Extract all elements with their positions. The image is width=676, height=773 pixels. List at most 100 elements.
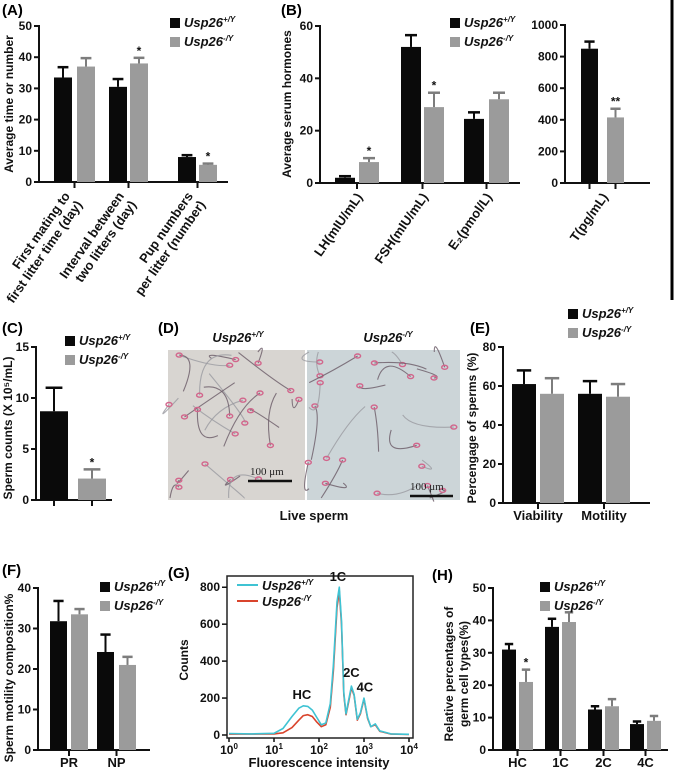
chart4-bar-wt	[578, 393, 602, 503]
chart6-peak-label: HC	[293, 687, 312, 702]
sperm-tail	[208, 354, 236, 361]
chart1-category-label: E₂(pmol/L)	[445, 190, 495, 252]
chart1-bar-wt	[401, 46, 421, 183]
sperm-head	[193, 406, 202, 413]
chart4-legend-label-wt: Usp26+/Y	[582, 306, 634, 321]
chart6-peak-label: 1C	[330, 569, 347, 584]
micrograph-wt	[168, 350, 305, 500]
sperm-head	[406, 373, 415, 380]
sperm-tail	[373, 406, 380, 452]
sperm-tail	[433, 346, 446, 368]
chart7-category-label: 4C	[637, 755, 654, 770]
chart2-y-tick-label: 1000	[531, 18, 558, 32]
chart0-bar-ko	[199, 164, 217, 182]
chart7-bar-ko	[562, 622, 576, 750]
sperm-tail	[184, 382, 236, 418]
chart2-category-label: T(pg/mL)	[567, 190, 611, 244]
chart3-legend-label-ko: Usp26-/Y	[79, 352, 129, 367]
panel-label-c: (C)	[2, 320, 23, 337]
sperm-tail	[416, 368, 438, 379]
chart7-legend-swatch-wt	[540, 582, 550, 592]
chart0-legend-swatch-ko	[170, 37, 180, 47]
sperm-tail	[238, 352, 292, 392]
chart2-y-tick-label: 400	[538, 113, 558, 127]
sperm-drawings	[162, 346, 458, 502]
chart5-y-tick-label: 10	[18, 703, 32, 717]
sperm-tail	[326, 406, 366, 459]
chart4-legend-swatch-ko	[568, 328, 578, 338]
sperm-head	[370, 404, 378, 410]
sperm-tail	[162, 397, 179, 415]
chart0-y-tick-label: 10	[19, 144, 33, 158]
chart0-y-axis-title: Average time or number	[2, 35, 16, 173]
sperm-tail	[377, 365, 411, 380]
chart2-significance: **	[611, 95, 621, 109]
sperm-head	[356, 383, 364, 389]
chart0-legend-label-wt: Usp26+/Y	[184, 15, 236, 30]
sperm-tail	[204, 399, 244, 431]
sperm-tail	[359, 384, 386, 390]
sperm-tail	[228, 474, 259, 499]
chart5-legend-label-ko: Usp26-/Y	[114, 598, 164, 613]
chart0-legend-label-ko: Usp26-/Y	[184, 34, 234, 49]
chart7-legend-label-ko: Usp26-/Y	[554, 598, 604, 613]
sperm-tail	[249, 409, 280, 428]
panel-label-b: (B)	[281, 2, 302, 19]
chart6-x-tick-label: 103	[355, 742, 373, 757]
chart4-y-tick-label: 20	[483, 457, 497, 471]
chart5-category-label: NP	[107, 755, 125, 770]
chart3-legend-swatch-ko	[65, 355, 75, 365]
chart6-y-tick-label: 800	[200, 580, 220, 594]
chart7-bar-ko	[647, 720, 661, 750]
chart6-legend-label-ko: Usp26-/Y	[262, 594, 312, 609]
chart6-x-tick-label: 101	[265, 742, 283, 757]
sperm-head	[175, 484, 183, 490]
sperm-head	[441, 364, 449, 370]
chart1-bar-ko	[359, 162, 379, 183]
chart7-y-tick-label: 30	[473, 646, 487, 660]
chart6-plot-frame	[226, 575, 414, 739]
chart4-bar-wt	[512, 384, 536, 503]
sperm-tail	[199, 354, 232, 396]
sperm-head	[450, 424, 458, 430]
chart6-x-tick-label: 100	[220, 742, 238, 757]
sperm-tail	[304, 462, 310, 491]
sperm-head	[175, 352, 183, 358]
sperm-head	[418, 463, 426, 469]
chart4-category-label: Viability	[513, 508, 563, 523]
chart7-y-tick-label: 50	[473, 581, 487, 595]
chart7-y-axis-title: germ cell types(%)	[457, 621, 471, 727]
chart1-legend-swatch-ko	[450, 37, 460, 47]
chart1-bar-ko	[424, 107, 444, 183]
sperm-head	[201, 461, 209, 467]
sperm-head	[316, 380, 324, 386]
panel-label-e: (E)	[470, 320, 490, 337]
chart6-y-tick-label: 400	[200, 654, 220, 668]
chart6-x-tick-label: 102	[310, 742, 328, 757]
chart7-y-tick-label: 20	[473, 678, 487, 692]
chart0-legend-swatch-wt	[170, 18, 180, 28]
sperm-tail	[426, 485, 435, 502]
chart6-y-tick-label: 0	[213, 728, 220, 742]
chart3-y-tick-label: 5	[22, 442, 29, 456]
sperm-head	[304, 459, 312, 466]
chart6-legend-label-wt: Usp26+/Y	[262, 578, 314, 593]
live-sperm-caption: Live sperm	[280, 508, 349, 523]
micrograph-title-ko: Usp26-/Y	[363, 330, 413, 345]
chart7-bar-wt	[630, 724, 644, 750]
sperm-tail	[308, 382, 321, 411]
sperm-head	[256, 390, 264, 396]
chart7-bar-wt	[545, 626, 559, 750]
chart1-bar-wt	[335, 177, 355, 183]
sperm-head	[180, 414, 189, 420]
chart3-bar-wt	[40, 411, 68, 500]
chart7-category-label: 1C	[552, 755, 569, 770]
chart3-legend-swatch-wt	[65, 336, 75, 346]
sperm-tail	[257, 347, 263, 364]
sperm-head	[311, 403, 319, 409]
chart0-bar-ko	[130, 63, 148, 182]
sperm-head	[423, 482, 432, 489]
scale-bar-label-wt: 100 μm	[250, 466, 284, 478]
sperm-head	[195, 392, 204, 398]
chart3-y-tick-label: 15	[16, 340, 30, 354]
